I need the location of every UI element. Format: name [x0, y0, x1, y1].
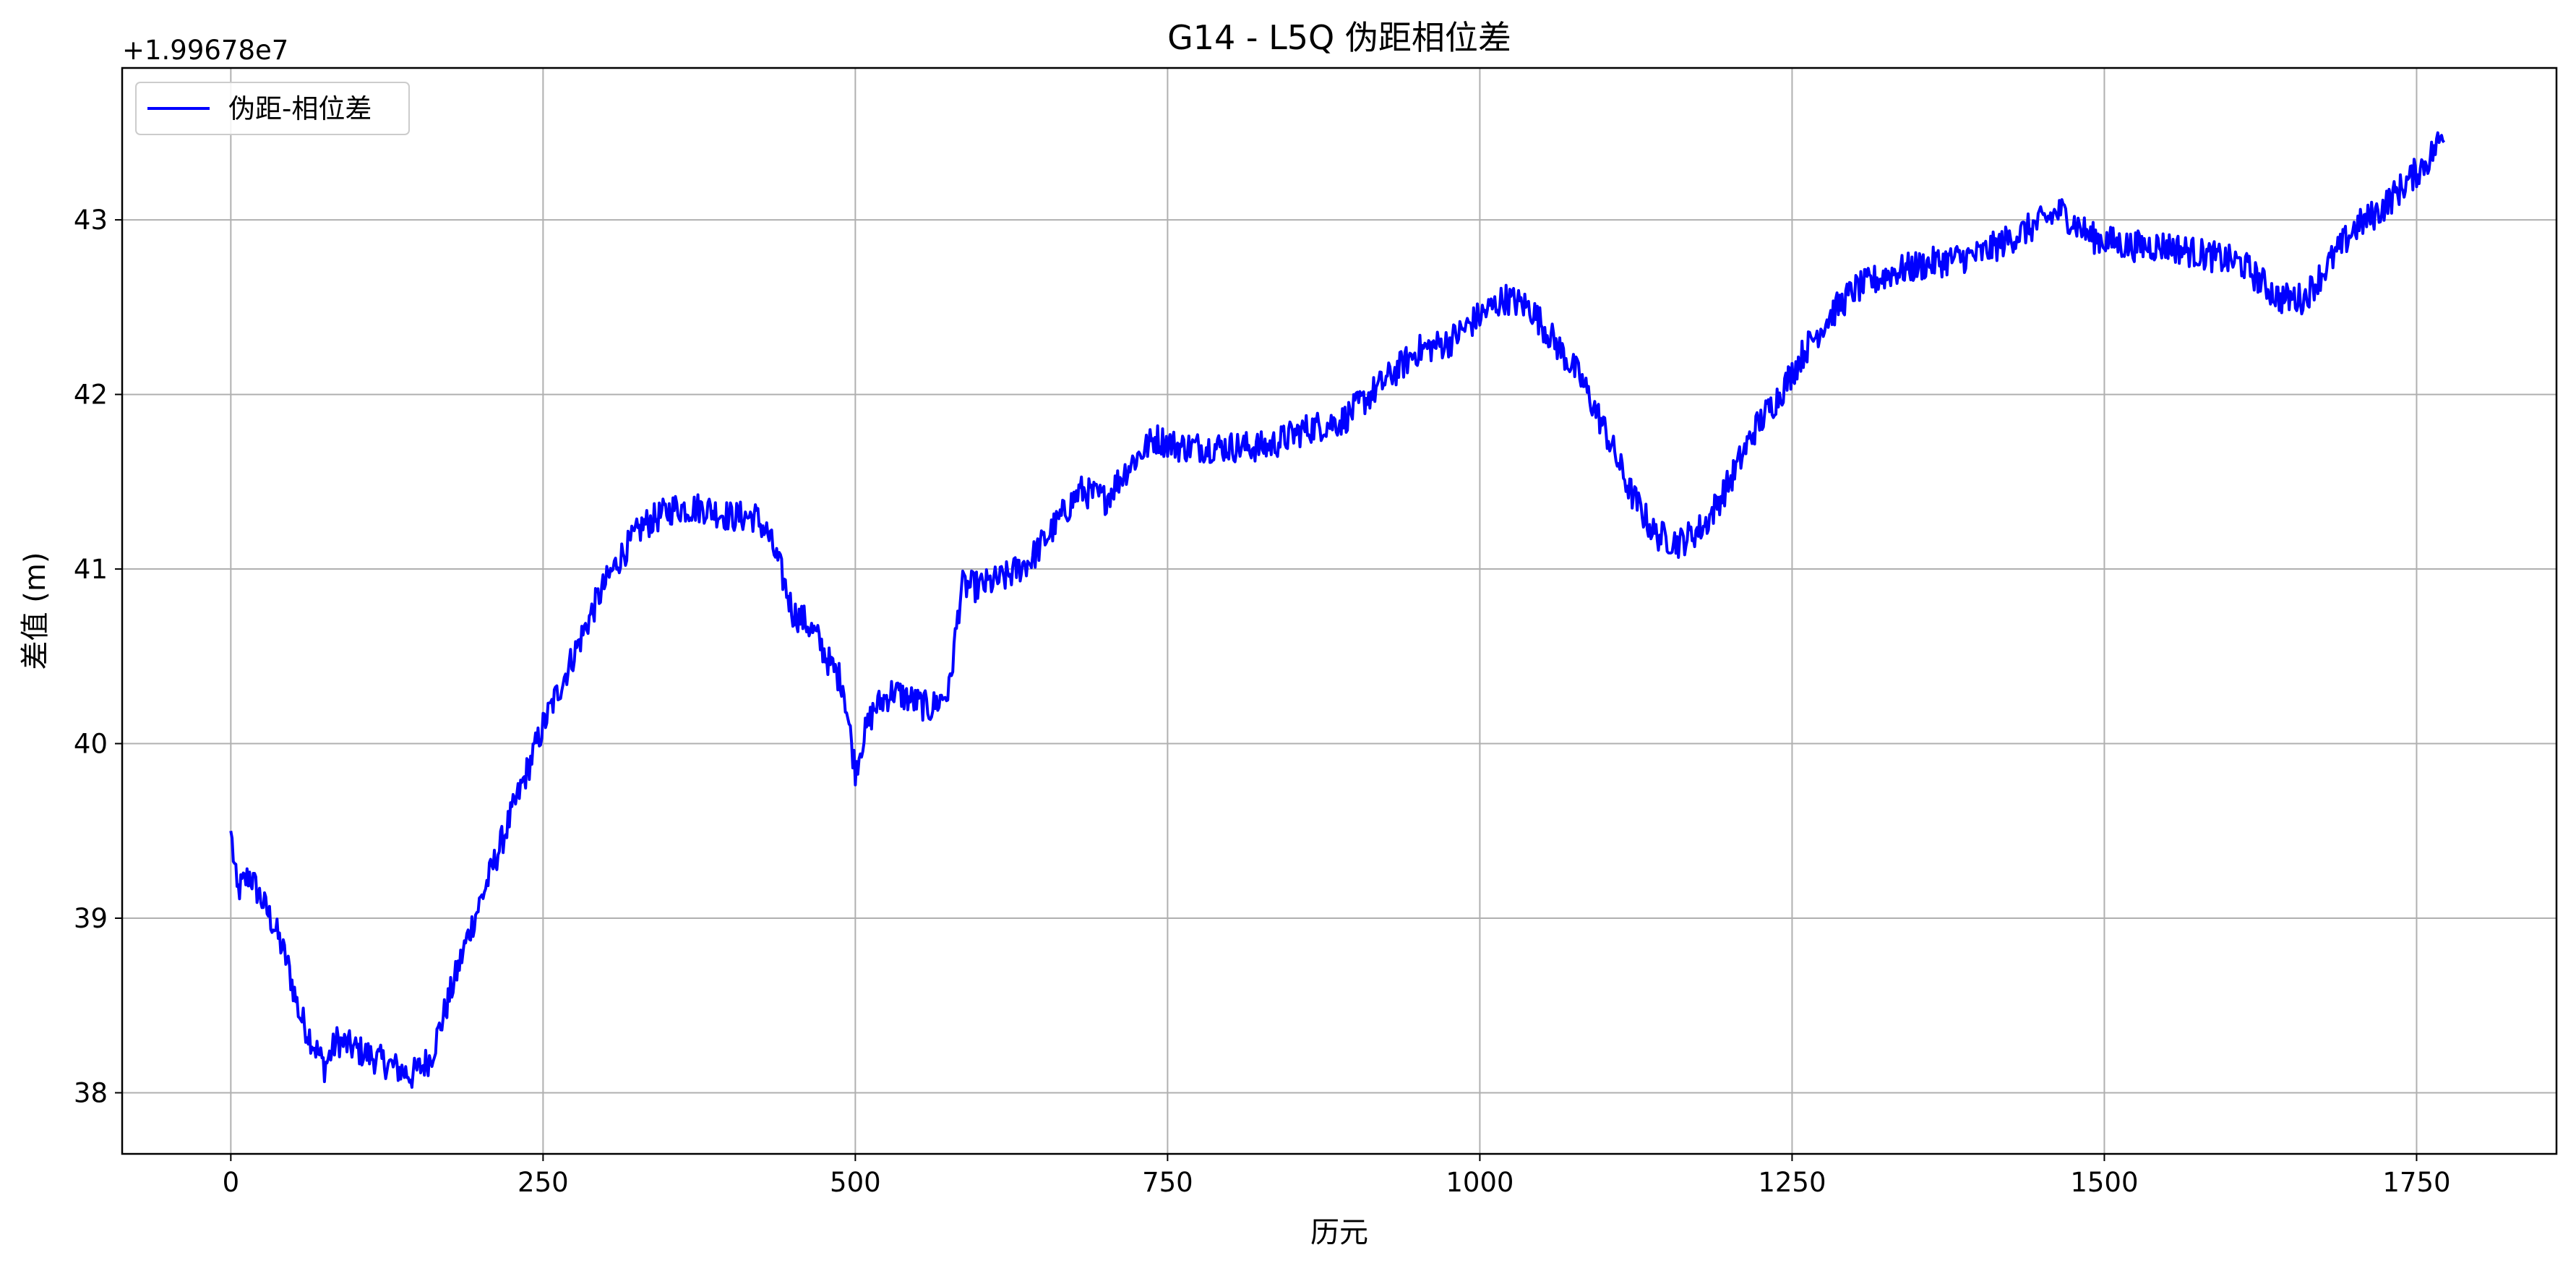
legend-box — [135, 82, 410, 135]
x-tick-label: 1750 — [2382, 1167, 2450, 1198]
x-tick-label: 750 — [1142, 1167, 1193, 1198]
x-axis-label: 历元 — [1310, 1216, 1368, 1249]
plot-frame — [121, 67, 2558, 1155]
y-tick-label: 42 — [74, 380, 108, 411]
x-tick-label: 1250 — [1758, 1167, 1826, 1198]
x-axis: 0 250 500 750 1000 1250 1500 1750 — [223, 1154, 2451, 1198]
y-axis-label: 差值 (m) — [19, 552, 52, 670]
x-tick-label: 250 — [518, 1167, 569, 1198]
y-tick-label: 43 — [74, 205, 108, 236]
series-layer — [229, 131, 2446, 1089]
series-line — [229, 131, 2446, 1089]
y-tick-label: 41 — [74, 554, 108, 585]
legend: 伪距-相位差 — [135, 82, 410, 135]
y-axis: 38 39 40 41 42 43 — [74, 205, 122, 1108]
y-tick-label: 39 — [74, 903, 108, 934]
chart-title: G14 - L5Q 伪距相位差 — [1167, 18, 1511, 57]
grid — [122, 68, 2556, 1154]
y-tick-label: 38 — [74, 1077, 108, 1108]
x-tick-label: 500 — [830, 1167, 881, 1198]
x-tick-label: 1500 — [2070, 1167, 2138, 1198]
x-tick-label: 0 — [223, 1167, 240, 1198]
y-tick-label: 40 — [74, 729, 108, 760]
y-axis-offset-label: +1.99678e7 — [122, 35, 288, 66]
x-tick-label: 1000 — [1446, 1167, 1514, 1198]
legend-label: 伪距-相位差 — [228, 93, 372, 124]
